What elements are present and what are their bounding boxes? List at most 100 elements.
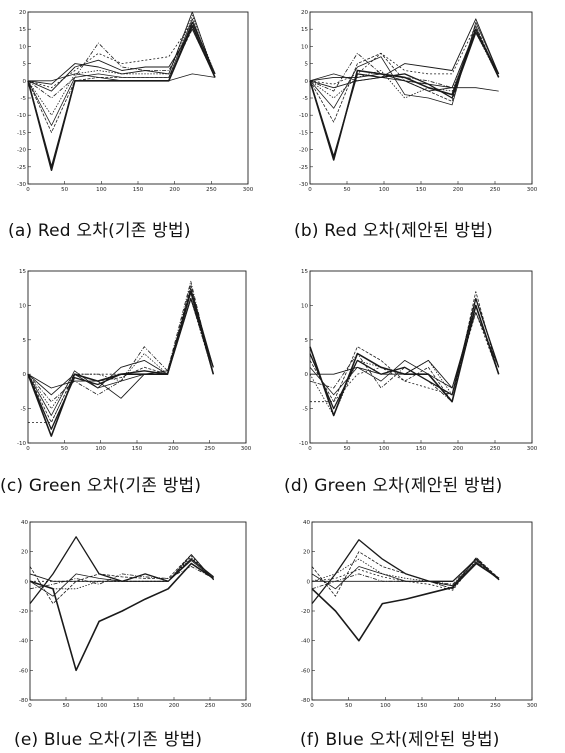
x-tick-label: 50 (63, 703, 70, 709)
y-tick-label: -10 (17, 441, 26, 447)
y-tick-label: 0 (305, 79, 309, 85)
y-tick-label: 5 (23, 62, 27, 68)
x-tick-label: 50 (344, 187, 351, 193)
y-tick-label: 5 (23, 338, 27, 344)
series-line-7 (312, 558, 500, 587)
x-tick-label: 100 (379, 187, 390, 193)
series-line-5 (311, 558, 500, 590)
series-line-3 (309, 291, 500, 403)
y-tick-label: 15 (19, 27, 26, 33)
y-tick-label: -30 (299, 182, 308, 188)
y-tick-label: -5 (303, 407, 309, 413)
panel-d: 0 50 100 150 200 250 300 -10 -5 0 5 10 15 (d) Green … (282, 255, 565, 505)
y-tick-label: 5 (305, 62, 309, 68)
y-tick-label: -15 (17, 130, 26, 136)
x-tick-label: 100 (380, 703, 391, 709)
series-line-1 (27, 290, 215, 437)
panel-b: 0 50 100 150 200 250 300 -30 -25 -20 -15 -10 -5 0 5 10 1… (282, 0, 565, 250)
plot-frame (309, 270, 533, 444)
x-tick-label: 100 (379, 446, 390, 452)
y-tick-label: 40 (303, 520, 310, 526)
x-tick-label: 250 (490, 446, 501, 452)
series-line-7 (309, 18, 500, 89)
chart-green-conventional: 0 50 100 150 200 250 300 -10 -5 0 5 10 15 (17, 269, 252, 452)
chart-green-proposed: 0 50 100 150 200 250 300 -10 -5 0 5 10 15 (299, 269, 538, 452)
panel-f: 0 50 100 150 200 250 300 -80 -60 -40 -20 0 20 40 (f) … (282, 505, 565, 753)
y-tick-label: -40 (301, 639, 310, 645)
series-line-6 (29, 566, 214, 590)
x-tick-label: 0 (310, 703, 314, 709)
x-tick-label: 150 (133, 187, 144, 193)
panel-e: 0 50 100 150 200 250 300 -80 -60 -40 -20 0 20 40 (e) … (0, 505, 282, 753)
series-line-5 (29, 557, 214, 590)
x-tick-label: 150 (416, 446, 427, 452)
y-tick-label: 20 (19, 10, 26, 16)
series-line-2 (309, 31, 500, 158)
x-tick-label: 200 (453, 187, 464, 193)
series-line-8 (310, 311, 500, 403)
y-tick-label: 0 (23, 372, 27, 378)
x-tick-label: 150 (133, 703, 144, 709)
series-line-3 (27, 284, 214, 423)
x-tick-label: 150 (417, 703, 428, 709)
plot-frame (29, 521, 247, 701)
caption-e: (e) Blue 오차(기존 방법) (14, 730, 203, 750)
y-tick-label: -30 (17, 182, 26, 188)
y-tick-label: -10 (17, 113, 26, 119)
series-line-8 (311, 560, 500, 591)
y-tick-label: 20 (301, 10, 308, 16)
x-tick-label: 200 (169, 703, 180, 709)
x-tick-label: 300 (527, 446, 538, 452)
series-line-6 (27, 280, 214, 403)
caption-a: (a) Red 오차(기존 방법) (8, 221, 191, 241)
y-tick-label: -20 (301, 609, 310, 615)
x-tick-label: 50 (345, 703, 352, 709)
x-tick-label: 250 (490, 187, 501, 193)
y-tick-label: -80 (301, 698, 310, 704)
series-line-3 (27, 28, 216, 133)
series-line-6 (309, 298, 500, 403)
y-tick-label: -20 (299, 148, 308, 154)
series-line-1 (311, 562, 500, 642)
series-line-4 (27, 18, 216, 126)
y-tick-label: -10 (299, 441, 308, 447)
x-tick-label: 300 (241, 703, 252, 709)
series-line-7 (27, 28, 216, 92)
y-tick-label: -20 (17, 148, 26, 154)
x-tick-label: 100 (97, 703, 108, 709)
y-tick-label: -20 (19, 609, 28, 615)
panel-a: 0 50 100 150 200 250 300 -30 -25 -20 -15 -10 -5 0 5 10 1… (0, 0, 282, 250)
y-tick-label: 40 (21, 520, 28, 526)
x-tick-label: 300 (243, 187, 254, 193)
x-tick-label: 50 (61, 187, 68, 193)
x-tick-label: 300 (527, 703, 538, 709)
series-line-8 (30, 555, 214, 582)
series-line-7 (27, 287, 214, 396)
x-tick-label: 200 (453, 446, 464, 452)
chart-blue-proposed: 0 50 100 150 200 250 300 -80 -60 -40 -20 0 20 40 (301, 520, 538, 709)
caption-d: (d) Green 오차(제안된 방법) (284, 476, 503, 496)
series-line-3 (311, 551, 500, 597)
x-tick-label: 150 (416, 187, 427, 193)
x-tick-label: 200 (168, 446, 179, 452)
series-line-1 (29, 562, 215, 672)
series-line-7 (29, 554, 214, 582)
series-line-4 (309, 311, 500, 396)
y-tick-label: 20 (303, 550, 310, 556)
series-line-5 (27, 14, 216, 116)
caption-c: (c) Green 오차(기존 방법) (0, 476, 202, 496)
x-tick-label: 250 (204, 446, 215, 452)
x-tick-label: 250 (205, 703, 216, 709)
x-tick-label: 300 (241, 446, 252, 452)
y-tick-label: -25 (299, 165, 308, 171)
series-line-7 (310, 304, 500, 389)
x-tick-label: 0 (308, 446, 312, 452)
series-line-9 (27, 291, 214, 399)
x-tick-label: 200 (169, 187, 180, 193)
series-line-2 (27, 21, 216, 168)
series-line-6 (27, 25, 216, 99)
y-tick-label: 15 (301, 269, 308, 275)
plot-frame (311, 521, 533, 701)
y-tick-label: -40 (19, 639, 28, 645)
y-tick-label: -5 (21, 407, 27, 413)
